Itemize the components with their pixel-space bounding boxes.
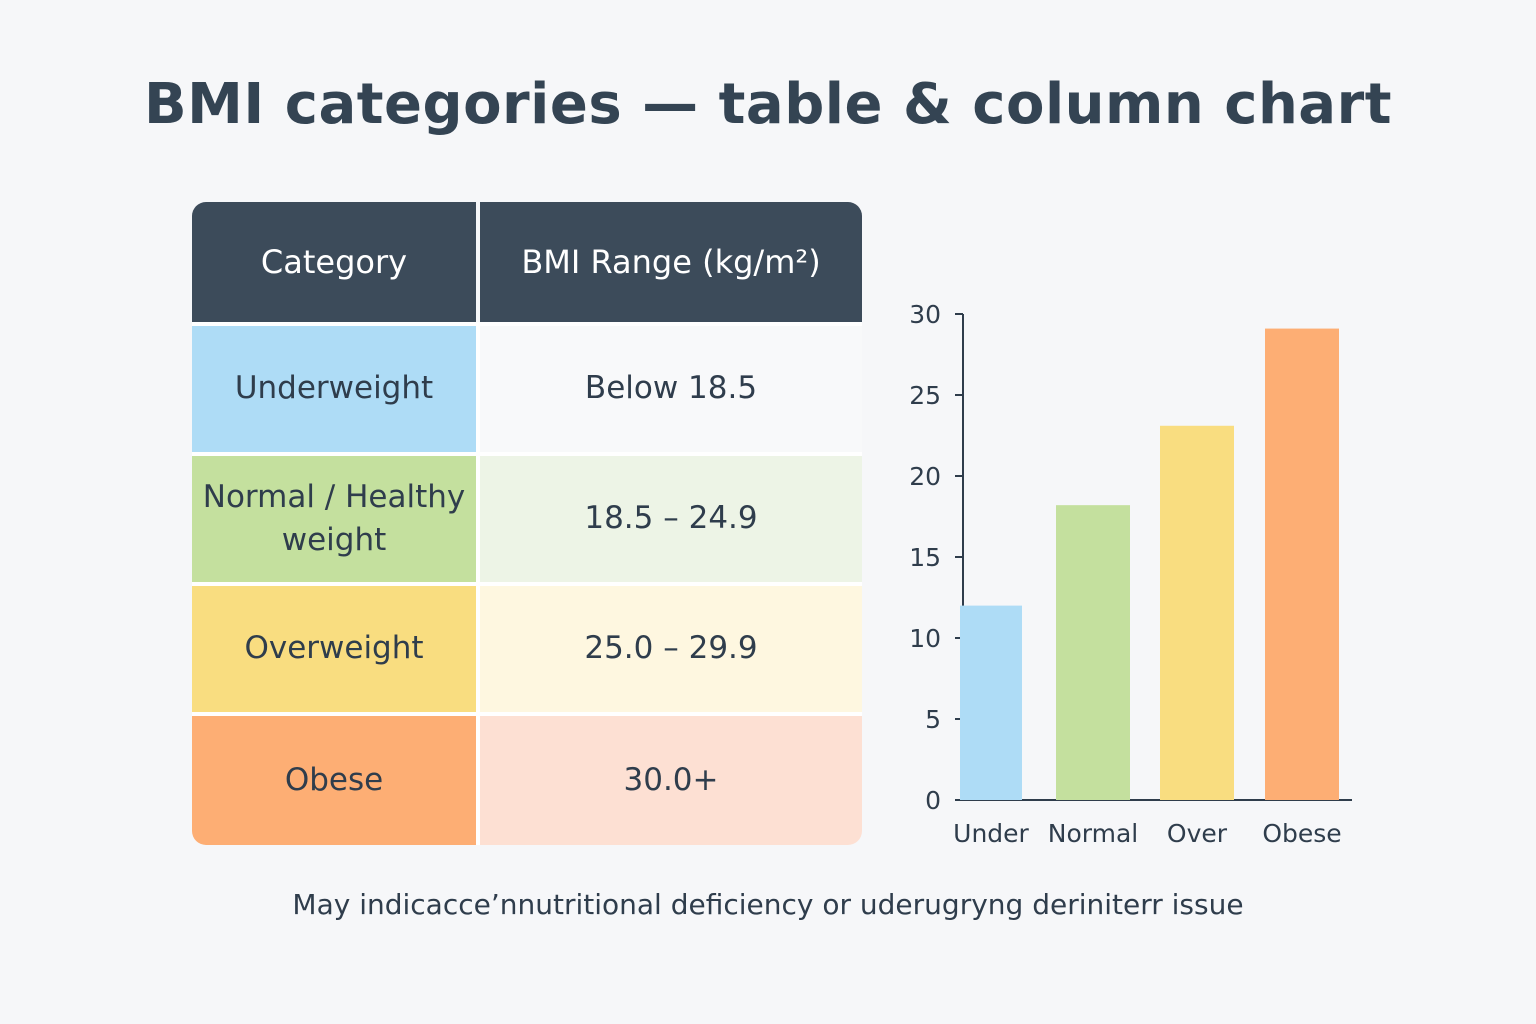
bmi-column-chart: 0 5 10 15 20 25 30 Under Normal Over Obese <box>909 300 1352 848</box>
range-normal: 18.5 – 24.9 <box>476 452 862 582</box>
bar-normal <box>1056 505 1130 800</box>
category-normal: Normal / Healthy weight <box>192 452 476 582</box>
x-label-under: Under <box>953 819 1029 848</box>
range-underweight: Below 18.5 <box>476 322 862 452</box>
category-overweight: Overweight <box>192 582 476 712</box>
y-tick-label-0: 0 <box>925 786 941 815</box>
range-obese: 30.0+ <box>476 712 862 845</box>
y-tick-label-15: 15 <box>909 543 941 572</box>
x-label-obese: Obese <box>1262 819 1341 848</box>
y-tick-label-20: 20 <box>909 462 941 491</box>
bmi-table: Category BMI Range (kg/m²) Underweight B… <box>192 202 862 845</box>
table-header-category: Category <box>192 202 476 322</box>
page-title: BMI categories — table & column chart <box>144 72 1392 137</box>
y-tick-label-30: 30 <box>909 300 941 329</box>
bar-under <box>960 605 1022 800</box>
footnote: May indicacce’nnutritional deficiency or… <box>292 888 1244 921</box>
x-label-normal: Normal <box>1048 819 1138 848</box>
table-header-range: BMI Range (kg/m²) <box>476 202 862 322</box>
category-underweight: Underweight <box>192 322 476 452</box>
x-label-over: Over <box>1167 819 1228 848</box>
y-tick-label-5: 5 <box>925 705 941 734</box>
category-obese: Obese <box>192 712 476 845</box>
bar-obese <box>1265 328 1339 800</box>
bar-over <box>1160 425 1234 800</box>
y-tick-label-25: 25 <box>909 381 941 410</box>
range-overweight: 25.0 – 29.9 <box>476 582 862 712</box>
y-tick-label-10: 10 <box>909 624 941 653</box>
